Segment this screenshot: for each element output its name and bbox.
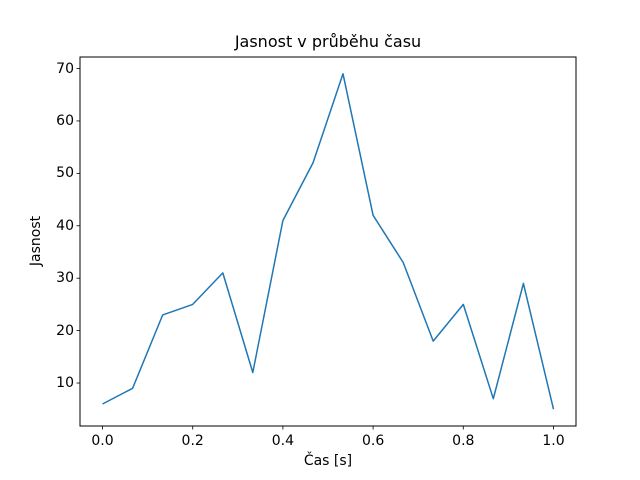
y-tick-label: 50 [56,165,74,182]
x-tick-label: 0.4 [271,433,295,449]
y-tick-label: 70 [56,60,74,77]
x-tick-label: 1.0 [542,433,565,449]
x-tick-label: 0.6 [361,433,385,449]
y-axis-label: Jasnost [28,215,44,267]
y-tick-label: 10 [56,375,74,391]
y-tick-label: 20 [56,322,74,339]
data-line [102,73,555,410]
y-tick-label: 60 [56,112,74,129]
plot-spines [79,56,577,427]
chart-title: Jasnost v průběhu času [234,32,422,51]
x-tick-label: 0.8 [452,433,475,449]
x-tick-label: 0.2 [181,433,204,449]
x-axis-label: Čas [s] [303,453,353,469]
y-tick-label: 40 [56,217,74,234]
y-tick-label: 30 [56,270,74,287]
x-tick-label: 0.0 [91,433,114,449]
